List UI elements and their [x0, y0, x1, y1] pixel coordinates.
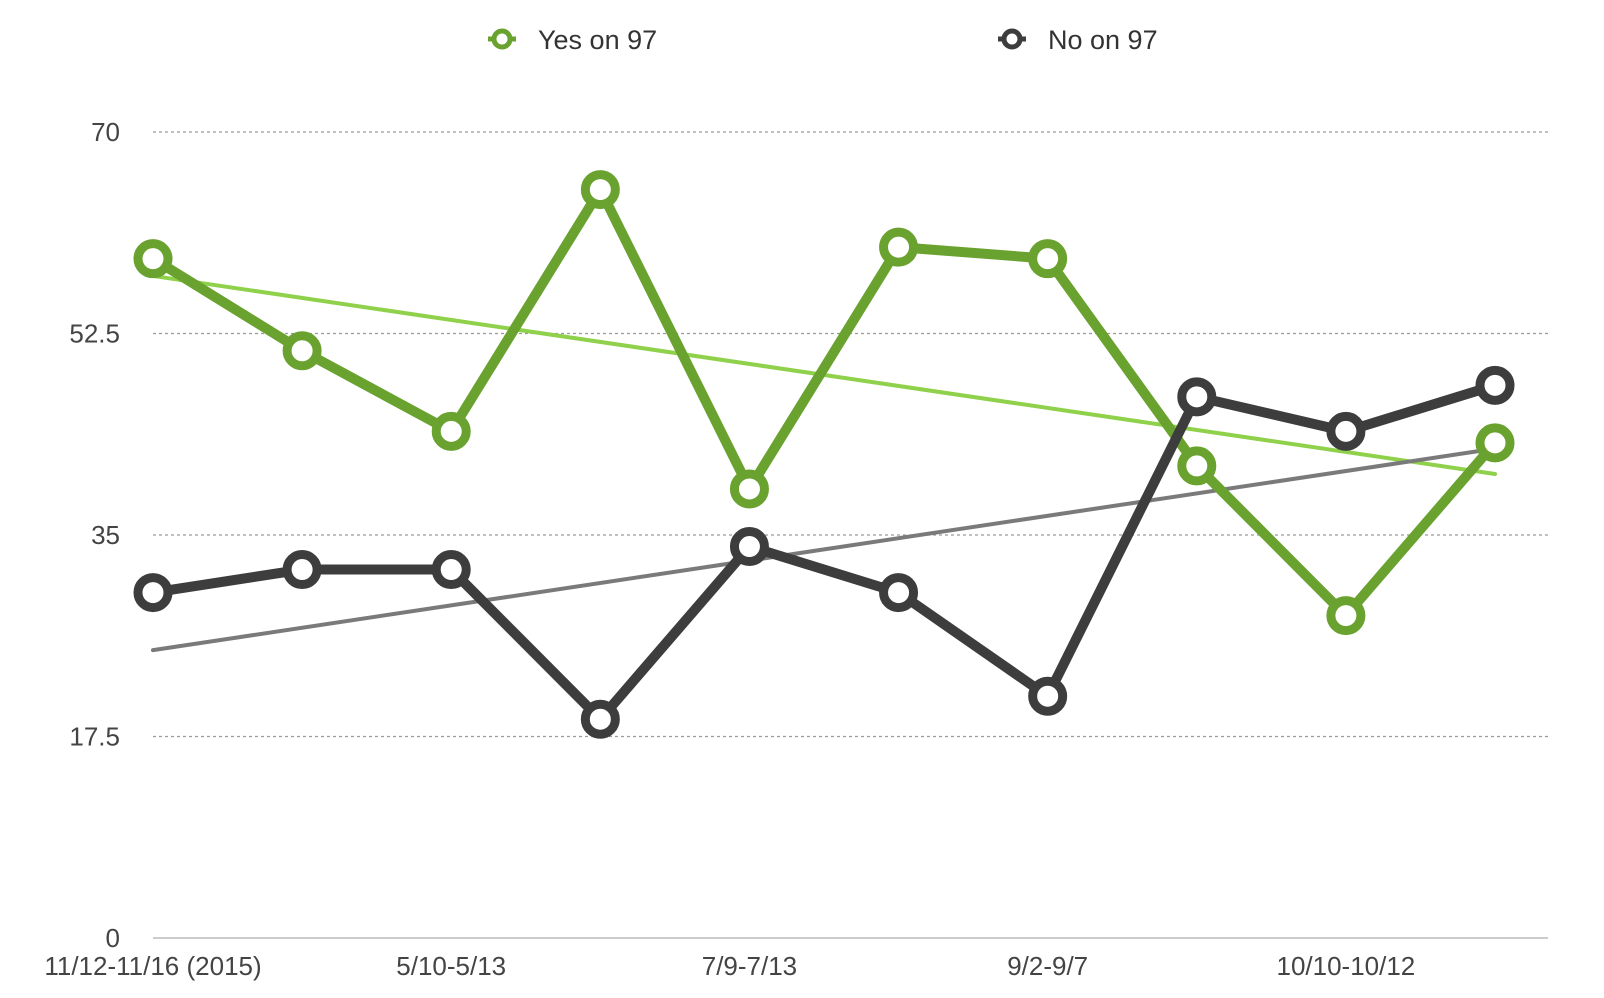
data-point-no: [282, 550, 322, 590]
legend-marker-no: [1001, 28, 1023, 50]
y-tick-label: 17.5: [69, 722, 120, 752]
legend-label-yes: Yes on 97: [538, 25, 657, 55]
trendline-no: [151, 446, 1497, 653]
y-axis-ticks: 0 17.5 35 52.5 70: [69, 117, 120, 953]
x-tick-label: 5/10-5/13: [396, 951, 506, 981]
data-point-no: [1475, 365, 1515, 405]
data-point-yes: [1028, 239, 1068, 279]
y-tick-label: 70: [91, 117, 120, 147]
x-axis-ticks: 11/12-11/16 (2015) 5/10-5/13 7/9-7/13 9/2-9…: [44, 951, 1415, 981]
x-tick-label: 9/2-9/7: [1007, 951, 1088, 981]
x-tick-label: 10/10-10/12: [1276, 951, 1415, 981]
data-point-yes: [729, 469, 769, 509]
x-tick-label: 7/9-7/13: [702, 951, 797, 981]
data-point-yes: [1326, 596, 1366, 636]
data-point-no: [879, 573, 919, 613]
data-point-no: [133, 573, 173, 613]
data-point-no: [1028, 676, 1068, 716]
data-point-yes: [580, 170, 620, 210]
data-point-no: [1177, 377, 1217, 417]
series-lines: [133, 170, 1515, 739]
trendlines: [151, 273, 1497, 653]
y-tick-label: 0: [106, 923, 120, 953]
legend-marker-yes: [491, 28, 513, 50]
x-tick-label: 11/12-11/16 (2015): [44, 951, 261, 981]
data-point-yes: [282, 331, 322, 371]
data-point-no: [729, 527, 769, 567]
data-point-yes: [1475, 423, 1515, 463]
legend: Yes on 97 No on 97: [488, 25, 1158, 55]
data-point-no: [1326, 411, 1366, 451]
legend-label-no: No on 97: [1048, 25, 1158, 55]
data-point-no: [431, 550, 471, 590]
data-point-yes: [1177, 446, 1217, 486]
y-tick-label: 52.5: [69, 319, 120, 349]
data-point-no: [580, 699, 620, 739]
series-line-yes: [148, 184, 1500, 621]
y-tick-label: 35: [91, 520, 120, 550]
data-point-yes: [431, 411, 471, 451]
series-line-no: [148, 380, 1500, 725]
gridlines: [153, 131, 1548, 939]
data-point-yes: [879, 227, 919, 267]
data-point-yes: [133, 239, 173, 279]
